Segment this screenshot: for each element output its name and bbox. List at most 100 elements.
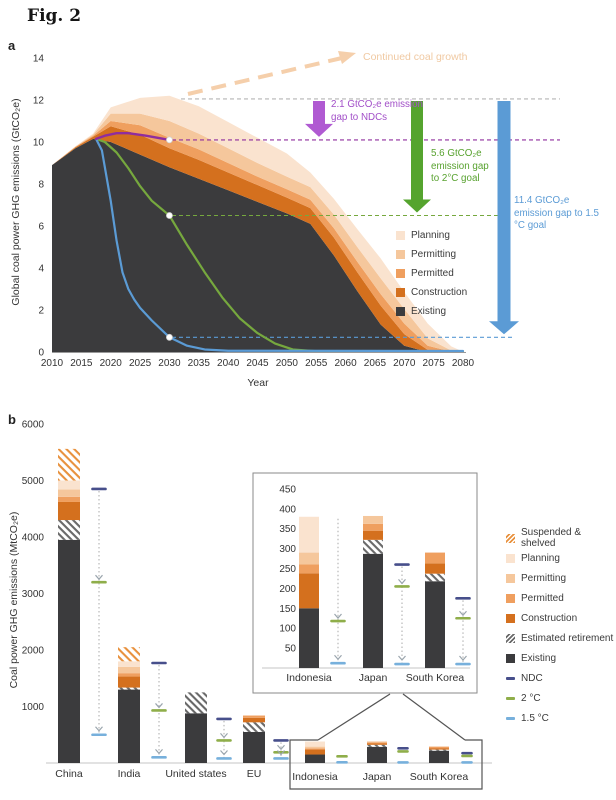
bar-china-segment-retirement: [58, 520, 80, 540]
tiny-category-label: Indonesia: [292, 771, 338, 783]
tiny-bar-indonesia-segment-permitted: [305, 748, 325, 750]
scenario-endpoint-dot: [166, 212, 173, 219]
inset-bar-japan-segment-construction: [363, 530, 383, 540]
tiny-bar-indonesia-segment-existing: [305, 754, 325, 763]
panel-a-x-tick-label: 2065: [364, 358, 387, 369]
bar-china-segment-existing: [58, 539, 80, 763]
panel-a-x-tick-label: 2015: [70, 358, 93, 369]
callout-funnel-left: [317, 693, 391, 741]
tiny-bar-japan-segment-permitting: [367, 741, 387, 743]
inset-bar-japan-segment-permitting: [363, 515, 383, 524]
inset-y-tick-label: 350: [279, 524, 296, 535]
bar-eu-segment-permitted: [243, 715, 265, 718]
legend-label: Permitted: [521, 592, 564, 604]
legend-item-construction: Construction: [506, 608, 616, 628]
scenario-endpoint-dot: [166, 333, 173, 341]
panel-a-y-tick-label: 2: [38, 306, 44, 317]
inset-y-tick-label: 200: [279, 584, 296, 595]
tiny-bar-south-korea-segment-construction: [429, 748, 449, 750]
bar-india-segment-permitting: [118, 666, 140, 674]
inset-markers-south-korea-2c-chevron: [459, 610, 467, 617]
panel-a-y-tick-label: 10: [33, 138, 45, 149]
bar-china-segment-planning: [58, 480, 80, 490]
legend-item-ndc: NDC: [506, 668, 616, 688]
legend-label: 1.5 °C: [521, 712, 549, 724]
bar-china-segment-suspended: [58, 448, 80, 481]
legend-label: Planning: [521, 552, 560, 564]
markers-united-states-2c-chevron: [220, 733, 228, 739]
suspended-shelved-swatch-icon: [506, 533, 515, 543]
inset-bar-indonesia-segment-existing: [299, 608, 319, 668]
tiny-bar-japan-segment-construction: [367, 743, 387, 745]
category-label: EU: [247, 768, 262, 780]
category-label: United states: [165, 768, 226, 780]
tiny-bar-japan-segment-existing: [367, 746, 387, 763]
legend-item-existing: Existing: [506, 648, 616, 668]
gap-arrow-ndc: [305, 100, 333, 137]
panel-a-x-axis-title: Year: [247, 377, 269, 389]
scenario-line-2c: [94, 137, 465, 353]
panel-b-y-tick-label: 2000: [22, 646, 45, 657]
continued-growth-arrowhead: [338, 51, 356, 64]
continued-growth-arrow-line: [187, 56, 343, 96]
legend-label: Planning: [411, 230, 450, 241]
bar-india-segment-suspended: [118, 647, 140, 662]
callout-box: [289, 739, 483, 790]
bar-china-segment-permitting: [58, 489, 80, 497]
bar-india-segment-existing: [118, 689, 140, 763]
legend-item-2-c: 2 °C: [506, 688, 616, 708]
panel-b-legend: Suspended & shelved Planning Permitting Per…: [506, 527, 616, 728]
permitted-swatch-icon: [396, 269, 405, 278]
panel-a-x-tick-label: 2030: [158, 358, 181, 369]
panel-a-plot: 0 2 4 6 8 10 12 14 2010 2015 2020 2025 2030 2035 2040 2…: [33, 51, 560, 369]
tiny-bar-south-korea-segment-existing: [429, 750, 449, 763]
legend-label: Construction: [521, 612, 578, 624]
callout-funnel-right: [402, 693, 466, 741]
panel-b-y-tick-label: 4000: [22, 533, 45, 544]
inset-bar-japan-segment-permitted: [363, 523, 383, 531]
panel-a-x-tick-label: 2025: [129, 358, 152, 369]
legend-label: Permitted: [411, 268, 454, 279]
inset-y-tick-label: 400: [279, 504, 296, 515]
inset-bar-japan-segment-retirement: [363, 539, 383, 554]
panel-a-y-tick-label: 4: [38, 264, 44, 275]
legend-item-planning: Planning: [396, 226, 467, 245]
gap-arrow-1-5c: [489, 100, 519, 335]
panel-a-x-tick-label: 2050: [276, 358, 299, 369]
bar-india-segment-permitted: [118, 673, 140, 677]
inset-bar-south-korea-segment-existing: [425, 581, 445, 668]
panel-b-y-tick-label: 3000: [22, 589, 45, 600]
panel-b-label: b: [8, 412, 16, 427]
permitting-swatch-icon: [396, 250, 405, 259]
legend-item-permitting: Permitting: [506, 568, 616, 588]
estimated-retirement-swatch-icon: [506, 633, 515, 643]
legend-item-suspended-shelved: Suspended & shelved: [506, 527, 616, 549]
bar-united-states-segment-existing: [185, 713, 207, 763]
permitted-swatch-icon: [506, 593, 515, 603]
annotation-ndc-gap: 2.1 GtCO₂e emission gap to NDCs: [331, 99, 424, 123]
bar-eu-segment-construction: [243, 717, 265, 723]
tiny-bar-japan-segment-retirement: [367, 744, 387, 747]
legend-item-existing: Existing: [396, 302, 467, 321]
annotation-2c-gap: 5.6 GtCO₂e emission gap to 2°C goal: [431, 148, 489, 185]
gap-arrow-2c: [403, 100, 431, 213]
planning-swatch-icon: [506, 553, 515, 563]
scenario-line-ndc: [94, 131, 171, 142]
inset-bar-south-korea-segment-construction: [425, 563, 445, 574]
bar-china-segment-permitted: [58, 496, 80, 502]
bar-china-segment-construction: [58, 501, 80, 521]
legend-label: Existing: [521, 652, 557, 664]
inset-bar-indonesia-segment-permitted: [299, 564, 319, 574]
inset-bar-indonesia-segment-construction: [299, 573, 319, 609]
panel-b-y-tick-label: 1000: [22, 702, 45, 713]
legend-label: Suspended & shelved: [521, 527, 582, 549]
legend-item-estimated-retirement: Estimated retirement: [506, 628, 616, 648]
bar-india-segment-retirement: [118, 687, 140, 690]
inset-bar-japan-segment-existing: [363, 553, 383, 668]
construction-swatch-icon: [396, 288, 405, 297]
legend-item-permitting: Permitting: [396, 245, 467, 264]
scenario-endpoint-dot: [166, 136, 173, 144]
markers-china-1-5c-chevron: [95, 726, 103, 732]
planning-swatch-icon: [396, 231, 405, 240]
